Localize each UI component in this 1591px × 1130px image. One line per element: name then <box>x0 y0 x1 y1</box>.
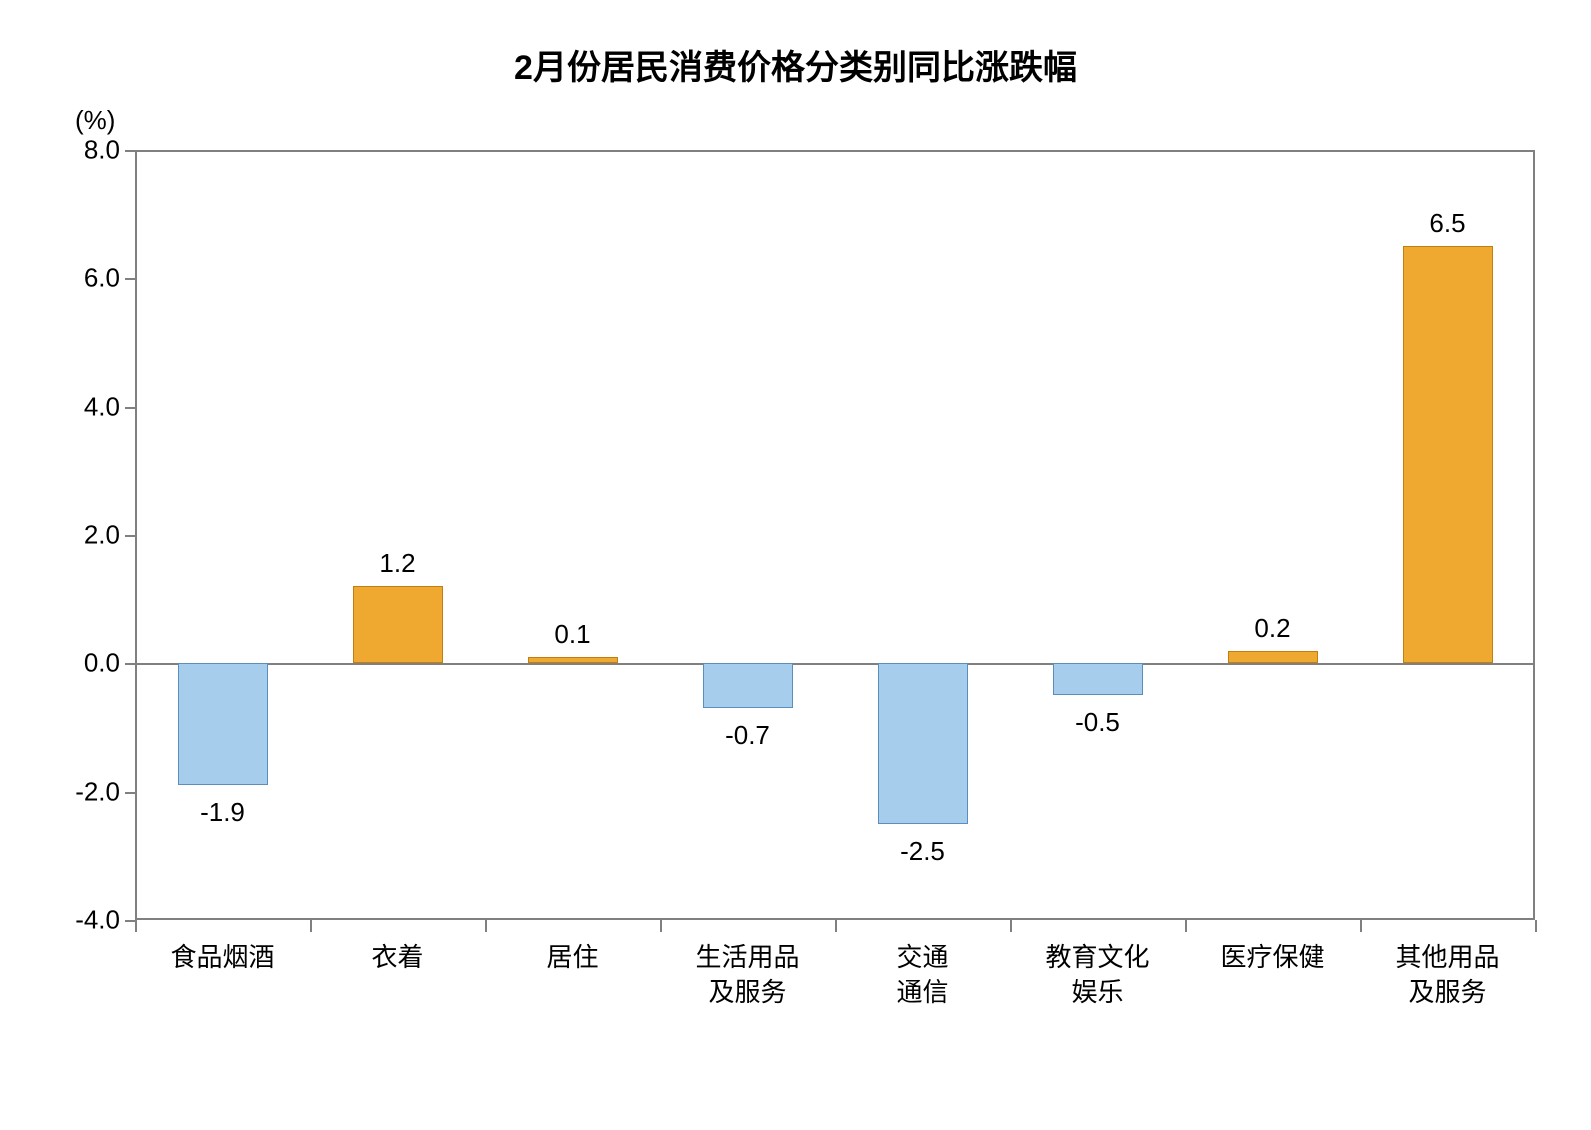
x-category-label: 医疗保健 <box>1220 940 1324 975</box>
x-tick-mark <box>135 920 137 932</box>
y-tick-label: 6.0 <box>0 263 120 294</box>
y-tick-label: 4.0 <box>0 391 120 422</box>
y-tick-label: -2.0 <box>0 776 120 807</box>
bar-value-label: -2.5 <box>900 836 945 867</box>
x-tick-mark <box>1360 920 1362 932</box>
x-tick-mark <box>660 920 662 932</box>
plot-area <box>135 150 1535 920</box>
y-tick-mark <box>125 663 135 665</box>
x-category-label: 衣着 <box>371 940 423 975</box>
bar-value-label: -0.5 <box>1075 707 1120 738</box>
bar <box>1228 651 1318 664</box>
bar <box>1053 663 1143 695</box>
y-axis-unit-label: (%) <box>75 105 115 136</box>
x-tick-mark <box>1535 920 1537 932</box>
zero-line <box>135 663 1535 665</box>
bar-value-label: 0.2 <box>1254 613 1290 644</box>
x-category-label: 教育文化 娱乐 <box>1045 940 1149 1010</box>
x-tick-mark <box>835 920 837 932</box>
y-axis-line <box>135 150 137 920</box>
y-tick-label: 8.0 <box>0 135 120 166</box>
bar-value-label: 0.1 <box>554 619 590 650</box>
bar <box>1403 246 1493 663</box>
y-tick-mark <box>125 407 135 409</box>
x-category-label: 居住 <box>546 940 598 975</box>
bar-value-label: 6.5 <box>1429 208 1465 239</box>
bar <box>353 586 443 663</box>
y-tick-mark <box>125 278 135 280</box>
x-tick-mark <box>485 920 487 932</box>
x-category-label: 生活用品 及服务 <box>695 940 799 1010</box>
bar <box>178 663 268 785</box>
bar-value-label: -0.7 <box>725 720 770 751</box>
bar <box>878 663 968 823</box>
y-tick-mark <box>125 535 135 537</box>
y-tick-label: 0.0 <box>0 648 120 679</box>
y-tick-mark <box>125 920 135 922</box>
y-tick-mark <box>125 792 135 794</box>
y-tick-label: 2.0 <box>0 520 120 551</box>
x-category-label: 交通 通信 <box>896 940 948 1010</box>
y-tick-mark <box>125 150 135 152</box>
x-tick-mark <box>310 920 312 932</box>
chart-title: 2月份居民消费价格分类别同比涨跌幅 <box>0 40 1591 89</box>
x-tick-mark <box>1010 920 1012 932</box>
y-tick-label: -4.0 <box>0 905 120 936</box>
bar-value-label: -1.9 <box>200 797 245 828</box>
x-tick-mark <box>1185 920 1187 932</box>
cpi-category-bar-chart: 2月份居民消费价格分类别同比涨跌幅 (%) -4.0 -2.0 0.0 2.0 4.0 6… <box>0 0 1591 1130</box>
bar <box>528 657 618 663</box>
x-category-label: 食品烟酒 <box>170 940 274 975</box>
bar <box>703 663 793 708</box>
bar-value-label: 1.2 <box>379 548 415 579</box>
x-category-label: 其他用品 及服务 <box>1395 940 1499 1010</box>
